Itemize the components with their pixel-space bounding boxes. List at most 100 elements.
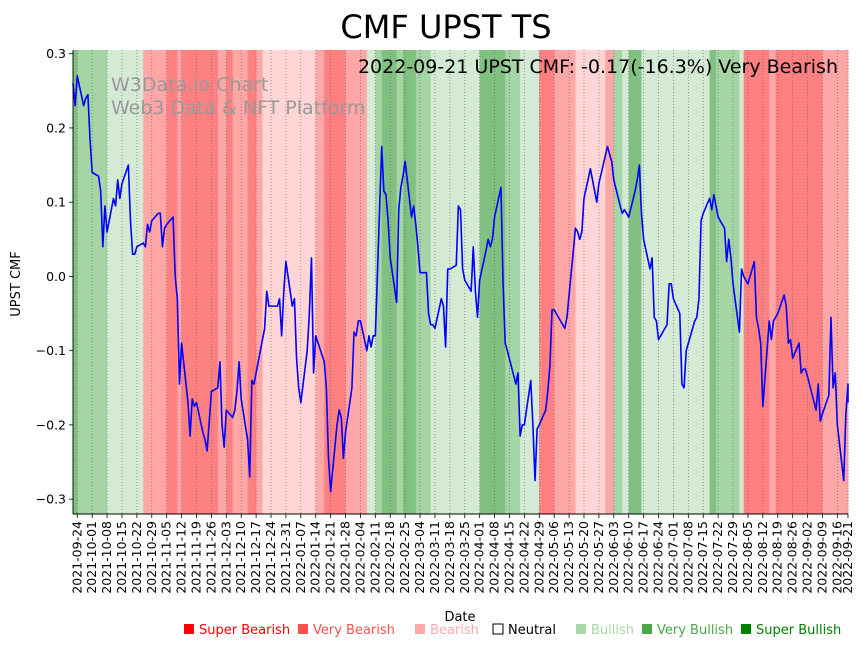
- x-tick-label-17: 2022-01-21: [323, 521, 338, 594]
- zone-27: [554, 50, 576, 514]
- x-tick-label-9: 2021-11-26: [203, 521, 218, 594]
- x-tick-label-34: 2022-05-20: [576, 521, 591, 594]
- x-tick-label-22: 2022-02-25: [397, 521, 412, 594]
- x-tick-label-12: 2021-12-17: [248, 521, 263, 594]
- x-tick-label-24: 2022-03-11: [427, 521, 442, 594]
- x-tick-label-32: 2022-05-06: [546, 521, 561, 594]
- x-tick-label-51: 2022-09-16: [829, 521, 844, 594]
- x-tick-label-29: 2022-04-15: [501, 521, 516, 594]
- zone-31: [622, 50, 630, 514]
- zone-34: [709, 50, 717, 514]
- x-tick-label-15: 2022-01-07: [293, 521, 308, 594]
- x-tick-label-13: 2021-12-24: [263, 521, 278, 594]
- x-tick-label-16: 2022-01-14: [308, 521, 323, 594]
- x-axis-label: Date: [444, 610, 475, 625]
- x-tick-label-27: 2022-04-01: [472, 521, 487, 594]
- x-tick-label-37: 2022-06-10: [621, 521, 636, 594]
- x-tick-label-46: 2022-08-12: [755, 521, 770, 594]
- zone-10: [247, 50, 257, 514]
- x-axis-ticks: 2021-09-24 2021-10-01 2021-10-08 2021-10-15…: [69, 514, 855, 594]
- legend-label-5: Very Bullish: [657, 623, 733, 638]
- zone-4: [166, 50, 178, 514]
- zone-26: [539, 50, 555, 514]
- zone-32: [628, 50, 642, 514]
- legend-label-1: Very Bearish: [313, 623, 395, 638]
- legend-label-3: Neutral: [508, 623, 556, 638]
- x-tick-label-11: 2021-12-10: [233, 521, 248, 594]
- x-tick-label-31: 2022-04-29: [531, 521, 546, 594]
- zone-3: [143, 50, 168, 514]
- x-tick-label-10: 2021-12-03: [218, 521, 233, 594]
- zone-16: [366, 50, 376, 514]
- x-tick-label-4: 2021-10-22: [129, 521, 144, 594]
- zone-25: [520, 50, 540, 514]
- x-tick-label-5: 2021-10-29: [144, 521, 159, 594]
- latest-value-annotation: 2022-09-21 UPST CMF: -0.17(-16.3%) Very …: [358, 56, 838, 78]
- y-tick-label-5: 0.2: [46, 120, 66, 135]
- zone-19: [396, 50, 404, 514]
- watermark-line-1: W3Data.io Chart: [111, 74, 268, 96]
- x-tick-label-30: 2022-04-22: [516, 521, 531, 594]
- x-tick-label-52: 2022-09-21: [840, 521, 855, 594]
- zone-2: [107, 50, 144, 514]
- zone-21: [415, 50, 432, 514]
- x-tick-label-6: 2021-11-05: [159, 521, 174, 594]
- zone-40: [822, 50, 849, 514]
- y-tick-label-2: −0.1: [36, 343, 66, 358]
- legend-label-0: Super Bearish: [199, 623, 290, 638]
- zone-0: [73, 50, 78, 514]
- x-tick-label-18: 2022-01-28: [338, 521, 353, 594]
- x-tick-label-38: 2022-06-17: [636, 521, 651, 594]
- zone-38: [769, 50, 777, 514]
- sentiment-zones: [73, 50, 849, 514]
- legend-marker-5: [642, 624, 652, 634]
- axes: [72, 50, 848, 515]
- x-tick-label-2: 2021-10-08: [99, 521, 114, 594]
- y-axis-label: UPST CMF: [9, 251, 24, 316]
- legend-marker-2: [415, 624, 425, 634]
- zone-30: [613, 50, 623, 514]
- y-tick-label-1: −0.2: [36, 417, 66, 432]
- zone-24: [505, 50, 521, 514]
- zone-35: [715, 50, 740, 514]
- x-tick-label-23: 2022-03-04: [412, 521, 427, 594]
- x-tick-label-25: 2022-03-18: [442, 521, 457, 594]
- x-tick-label-21: 2022-02-18: [382, 521, 397, 594]
- zone-29: [605, 50, 615, 514]
- x-tick-label-43: 2022-07-22: [710, 521, 725, 594]
- x-tick-label-26: 2022-03-25: [457, 521, 472, 594]
- x-tick-label-50: 2022-09-09: [814, 521, 829, 594]
- zone-11: [256, 50, 263, 514]
- x-tick-label-48: 2022-08-26: [785, 521, 800, 594]
- x-tick-label-40: 2022-07-01: [665, 521, 680, 594]
- chart-title: CMF UPST TS: [340, 8, 551, 46]
- legend: Super Bearish Very Bearish Bearish Neutral B…: [184, 623, 841, 638]
- y-tick-label-4: 0.1: [46, 195, 66, 210]
- legend-marker-6: [741, 624, 751, 634]
- zone-6: [181, 50, 219, 514]
- y-tick-label-0: −0.3: [36, 492, 66, 507]
- zone-18: [381, 50, 398, 514]
- x-tick-label-19: 2022-02-04: [352, 521, 367, 594]
- zone-17: [375, 50, 383, 514]
- y-tick-label-3: 0.0: [46, 269, 66, 284]
- zone-23: [479, 50, 506, 514]
- legend-label-6: Super Bullish: [756, 623, 841, 638]
- x-tick-label-49: 2022-09-02: [800, 521, 815, 594]
- legend-label-2: Bearish: [430, 623, 479, 638]
- x-tick-label-33: 2022-05-13: [561, 521, 576, 594]
- x-tick-label-45: 2022-08-05: [740, 521, 755, 594]
- zone-22: [430, 50, 481, 514]
- zone-5: [177, 50, 182, 514]
- y-axis-ticks: −0.3 −0.2 −0.1 0.0 0.1 0.2 0.3: [36, 46, 73, 507]
- legend-label-4: Bullish: [591, 623, 634, 638]
- x-tick-label-42: 2022-07-15: [695, 521, 710, 594]
- x-tick-label-14: 2021-12-31: [278, 521, 293, 594]
- x-tick-label-39: 2022-06-24: [651, 521, 666, 594]
- x-tick-label-47: 2022-08-19: [770, 521, 785, 594]
- x-tick-label-1: 2021-10-01: [84, 521, 99, 594]
- legend-marker-4: [576, 624, 586, 634]
- x-tick-label-20: 2022-02-11: [367, 521, 382, 594]
- x-tick-label-8: 2021-11-19: [188, 521, 203, 594]
